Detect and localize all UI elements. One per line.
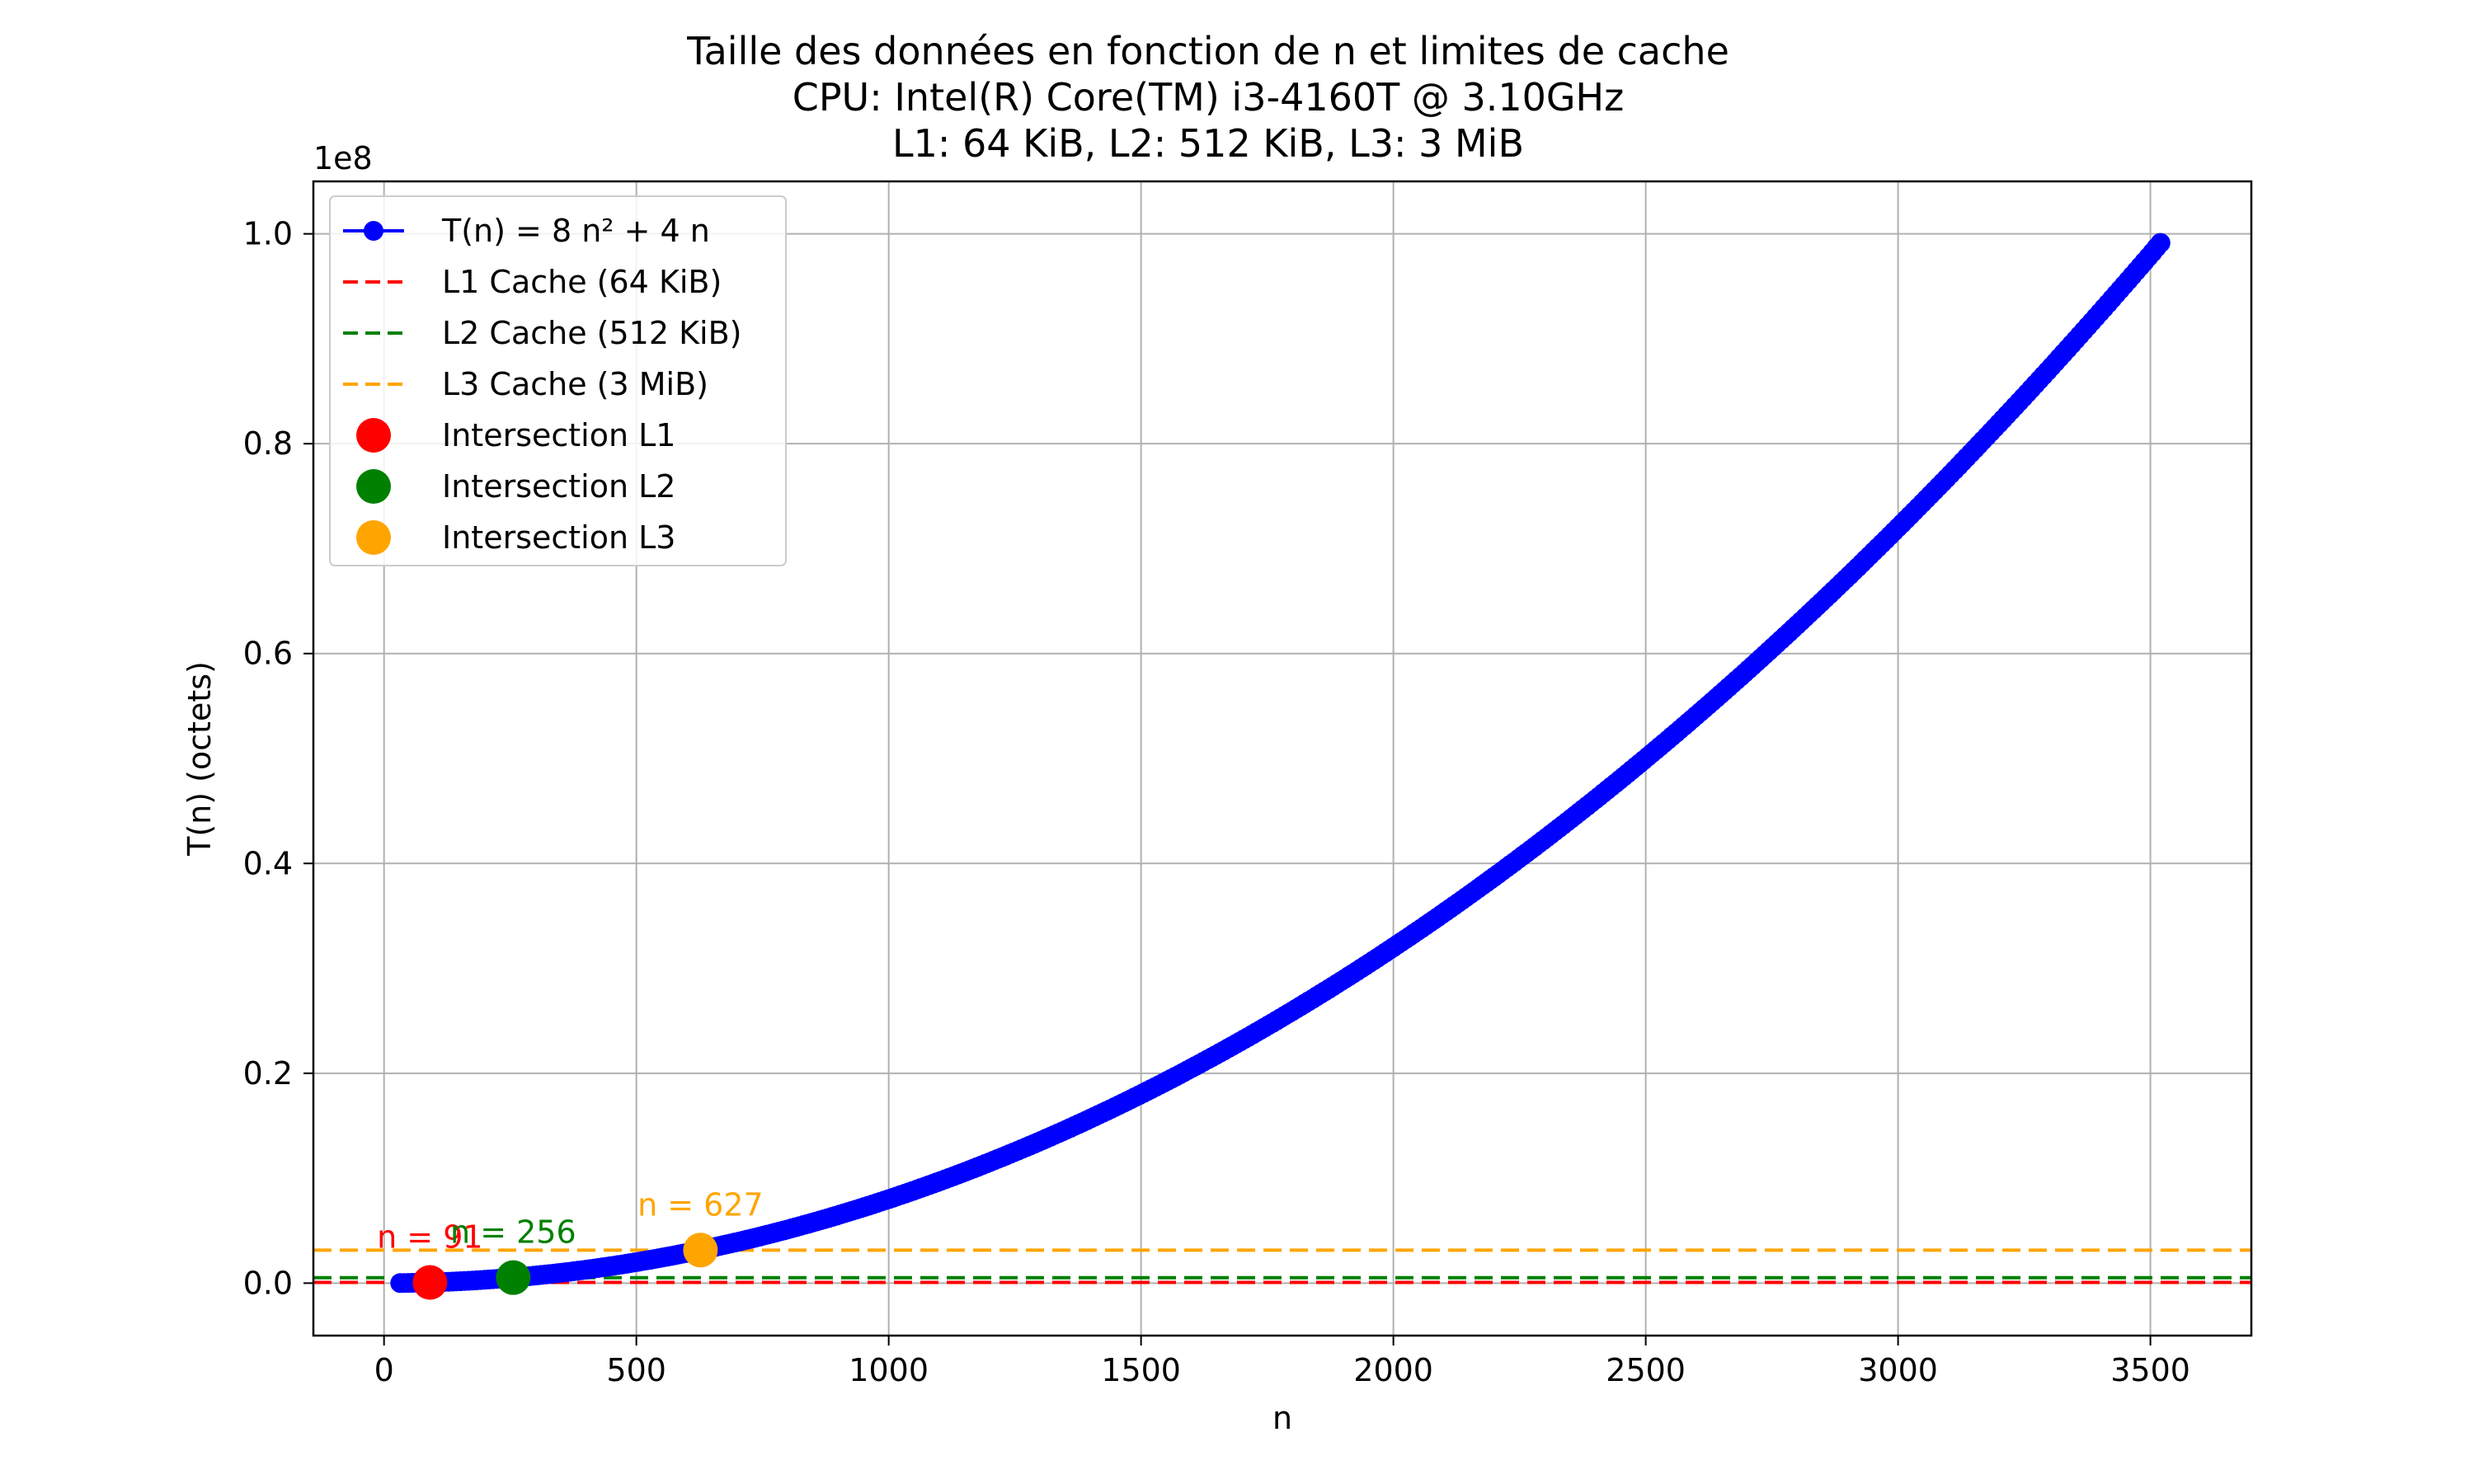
x-axis-label: n (1272, 1400, 1292, 1436)
legend-intersection-swatch (356, 418, 391, 453)
legend-box (329, 195, 787, 566)
chart-title: Taille des données en fonction de n et l… (686, 29, 1729, 166)
legend-label: L1 Cache (64 KiB) (442, 264, 722, 300)
x-tick-label: 3000 (1858, 1352, 1938, 1388)
curve-point (2150, 232, 2171, 253)
title-line-3: L1: 64 KiB, L2: 512 KiB, L3: 3 MiB (892, 121, 1524, 166)
y-tick-label: 0.8 (243, 425, 293, 462)
legend-label: T(n) = 8 n² + 4 n (441, 213, 710, 249)
x-axis-ticks: 0 500 1000 1500 2000 2500 3000 3500 (374, 1336, 2190, 1388)
y-tick-label: 0.2 (243, 1055, 293, 1092)
legend-label: L3 Cache (3 MiB) (442, 366, 708, 402)
y-tick-label: 0.6 (243, 636, 293, 672)
x-tick-label: 1000 (849, 1352, 929, 1388)
intersection-annotations: n = 91n = 256 n = 627 (377, 1186, 764, 1255)
curve-series (390, 232, 2171, 1294)
x-tick-label: 500 (606, 1352, 666, 1388)
legend: T(n) = 8 n² + 4 n L1 Cache (64 KiB) L2 Cac… (329, 195, 787, 566)
x-tick-label: 2500 (1606, 1352, 1686, 1388)
y-offset-label: 1e8 (313, 140, 373, 176)
x-tick-label: 1500 (1101, 1352, 1181, 1388)
plot-frame (312, 180, 2253, 1337)
title-line-1: Taille des données en fonction de n et l… (686, 29, 1729, 73)
y-tick-label: 1.0 (243, 216, 293, 252)
legend-label: Intersection L1 (442, 417, 675, 453)
intersection-label: n = 91 (377, 1219, 482, 1256)
legend-intersection-swatch (356, 520, 391, 555)
intersection-point (412, 1265, 448, 1300)
y-axis-ticks: 0.0 0.2 0.4 0.6 0.8 1.0 (243, 216, 313, 1301)
x-tick-label: 0 (374, 1352, 394, 1388)
legend-label: L2 Cache (512 KiB) (442, 315, 742, 351)
legend-intersection-swatch (356, 469, 391, 504)
legend-label: Intersection L2 (442, 468, 675, 505)
intersection-label: n = 256 (450, 1214, 576, 1251)
intersection-label: n = 627 (637, 1186, 764, 1223)
legend-label: Intersection L3 (442, 519, 675, 556)
cache-lines (313, 1248, 2251, 1284)
x-tick-label: 2000 (1353, 1352, 1433, 1388)
title-line-2: CPU: Intel(R) Core(TM) i3-4160T @ 3.10GH… (793, 75, 1625, 120)
y-tick-label: 0.4 (243, 845, 293, 881)
y-axis-label: T(n) (octets) (181, 661, 218, 857)
legend-curve-marker (364, 221, 383, 241)
intersection-points (412, 1233, 718, 1300)
intersection-point (496, 1260, 531, 1295)
intersection-point (683, 1233, 718, 1268)
y-tick-label: 0.0 (243, 1265, 293, 1301)
x-tick-label: 3500 (2110, 1352, 2190, 1388)
